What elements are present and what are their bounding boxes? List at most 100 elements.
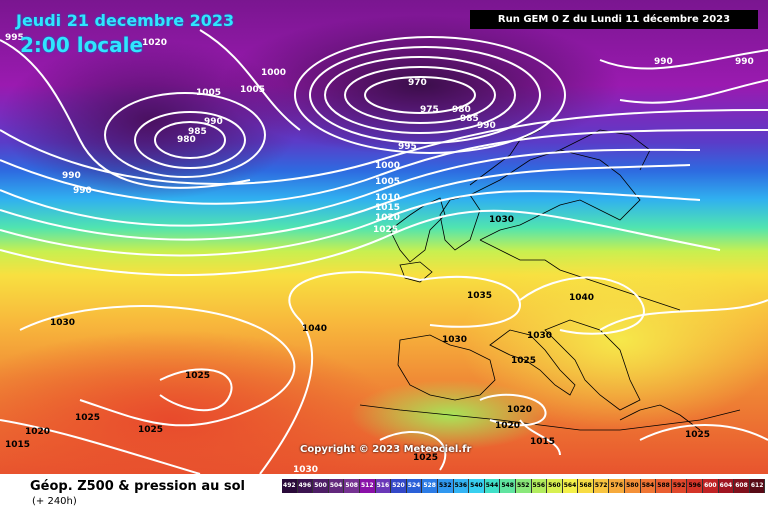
scale-value: 568 [579, 482, 592, 489]
label-1010: 1010 [375, 193, 400, 203]
yellow-east-shade [460, 250, 768, 430]
label-sw-1025b: 1025 [75, 413, 100, 423]
scale-value: 536 [454, 482, 468, 489]
scale-swatch: 548 [500, 479, 516, 493]
scale-value: 592 [672, 482, 686, 489]
scale-swatch: 540 [469, 479, 485, 493]
scale-swatch: 544 [484, 479, 501, 493]
scale-swatch: 516 [375, 479, 392, 493]
scale-swatch: 576 [609, 479, 626, 493]
scale-value: 500 [314, 482, 327, 489]
label-sw-1025a: 1025 [185, 371, 210, 381]
label-nw-1005a: 1005 [196, 88, 221, 98]
scale-value: 588 [657, 482, 670, 489]
scale-swatch: 552 [515, 479, 532, 493]
label-bottom-1030: 1030 [293, 465, 318, 474]
scale-value: 580 [626, 482, 639, 489]
label-c-1030a: 1030 [489, 215, 514, 225]
scale-swatch: 596 [687, 479, 704, 493]
label-ne-990b: 990 [735, 57, 754, 67]
scale-swatch: 612 [749, 479, 766, 493]
label-lw-985: 985 [188, 127, 207, 137]
label-nw-1000: 1000 [261, 68, 286, 78]
label-sw-1030: 1030 [50, 318, 75, 328]
product-title: Géop. Z500 & pression au sol [30, 479, 245, 494]
scale-swatch: 588 [656, 479, 672, 493]
warm-sw-shade [0, 330, 400, 474]
scale-value: 604 [719, 482, 733, 489]
scale-value: 496 [298, 482, 312, 489]
label-1025: 1025 [373, 225, 398, 235]
scale-value: 508 [345, 482, 358, 489]
scale-swatch: 560 [547, 479, 563, 493]
scale-value: 564 [563, 482, 577, 489]
label-sw-1015: 1015 [5, 440, 30, 450]
label-low-975: 975 [420, 105, 439, 115]
scale-value: 520 [392, 482, 405, 489]
isobar-labels: 970 975 980 985 990 980 985 990 995 1000… [5, 33, 754, 474]
label-nw-1020: 1020 [142, 38, 167, 48]
scale-swatch: 604 [718, 479, 735, 493]
scale-swatch: 580 [625, 479, 641, 493]
label-w-990b: 990 [73, 186, 92, 196]
label-1000: 1000 [375, 161, 400, 171]
scale-swatch: 568 [578, 479, 594, 493]
forecast-time: 2:00 locale [20, 33, 144, 57]
scale-swatch: 496 [297, 479, 314, 493]
scale-value: 612 [750, 482, 764, 489]
label-995: 995 [398, 142, 417, 152]
label-low-985: 985 [460, 114, 479, 124]
scale-value: 608 [735, 482, 748, 489]
label-e-1020a: 1020 [507, 405, 532, 415]
scale-swatch: 492 [282, 479, 298, 493]
label-e-1025b: 1025 [413, 453, 438, 463]
label-ne-990a: 990 [654, 57, 673, 67]
label-e-1040: 1040 [569, 293, 594, 303]
label-sw-1020: 1020 [25, 427, 50, 437]
label-c-1030c: 1030 [527, 331, 552, 341]
label-nw-1005b: 1005 [240, 85, 265, 95]
product-subtitle: (+ 240h) [32, 496, 77, 507]
scale-value: 596 [688, 482, 701, 489]
label-sw-1040: 1040 [302, 324, 327, 334]
scale-swatch: 572 [593, 479, 610, 493]
label-sw-1025c: 1025 [138, 425, 163, 435]
scale-swatch: 532 [437, 479, 454, 493]
scale-value: 528 [423, 482, 436, 489]
scale-value: 512 [361, 482, 374, 489]
label-1020: 1020 [375, 213, 400, 223]
run-banner: Run GEM 0 Z du Lundi 11 décembre 2023 [470, 10, 758, 29]
scale-value: 552 [516, 482, 530, 489]
scale-swatch: 528 [422, 479, 438, 493]
label-w-990a: 990 [62, 171, 81, 181]
scale-value: 560 [548, 482, 561, 489]
label-c-1035: 1035 [467, 291, 492, 301]
scale-swatch: 536 [453, 479, 470, 493]
scale-value: 544 [485, 482, 499, 489]
scale-swatch: 520 [391, 479, 407, 493]
scale-value: 572 [594, 482, 608, 489]
scale-value: 504 [329, 482, 343, 489]
scale-value: 492 [283, 482, 296, 489]
label-lw-990: 990 [204, 117, 223, 127]
scale-swatch: 512 [359, 479, 376, 493]
scale-swatch: 608 [734, 479, 750, 493]
scale-value: 584 [641, 482, 655, 489]
scale-value: 556 [532, 482, 546, 489]
scale-value: 548 [501, 482, 514, 489]
scale-value: 540 [470, 482, 483, 489]
color-scale: 492 496 500 504 508 512 516 520 524 528 532 536 540 5… [282, 479, 766, 493]
isobars [0, 29, 768, 474]
scale-swatch: 600 [703, 479, 719, 493]
label-c-1030b: 1030 [442, 335, 467, 345]
forecast-date: Jeudi 21 decembre 2023 [16, 11, 235, 30]
copyright: Copyright © 2023 Meteociel.fr [300, 444, 472, 455]
label-e-1020b: 1020 [495, 421, 520, 431]
scale-swatch: 500 [313, 479, 329, 493]
weather-map: 970 975 980 985 990 980 985 990 995 1000… [0, 0, 768, 474]
label-1005: 1005 [375, 177, 400, 187]
label-e-1025a: 1025 [685, 430, 710, 440]
scale-swatch: 524 [406, 479, 423, 493]
scale-swatch: 508 [344, 479, 360, 493]
